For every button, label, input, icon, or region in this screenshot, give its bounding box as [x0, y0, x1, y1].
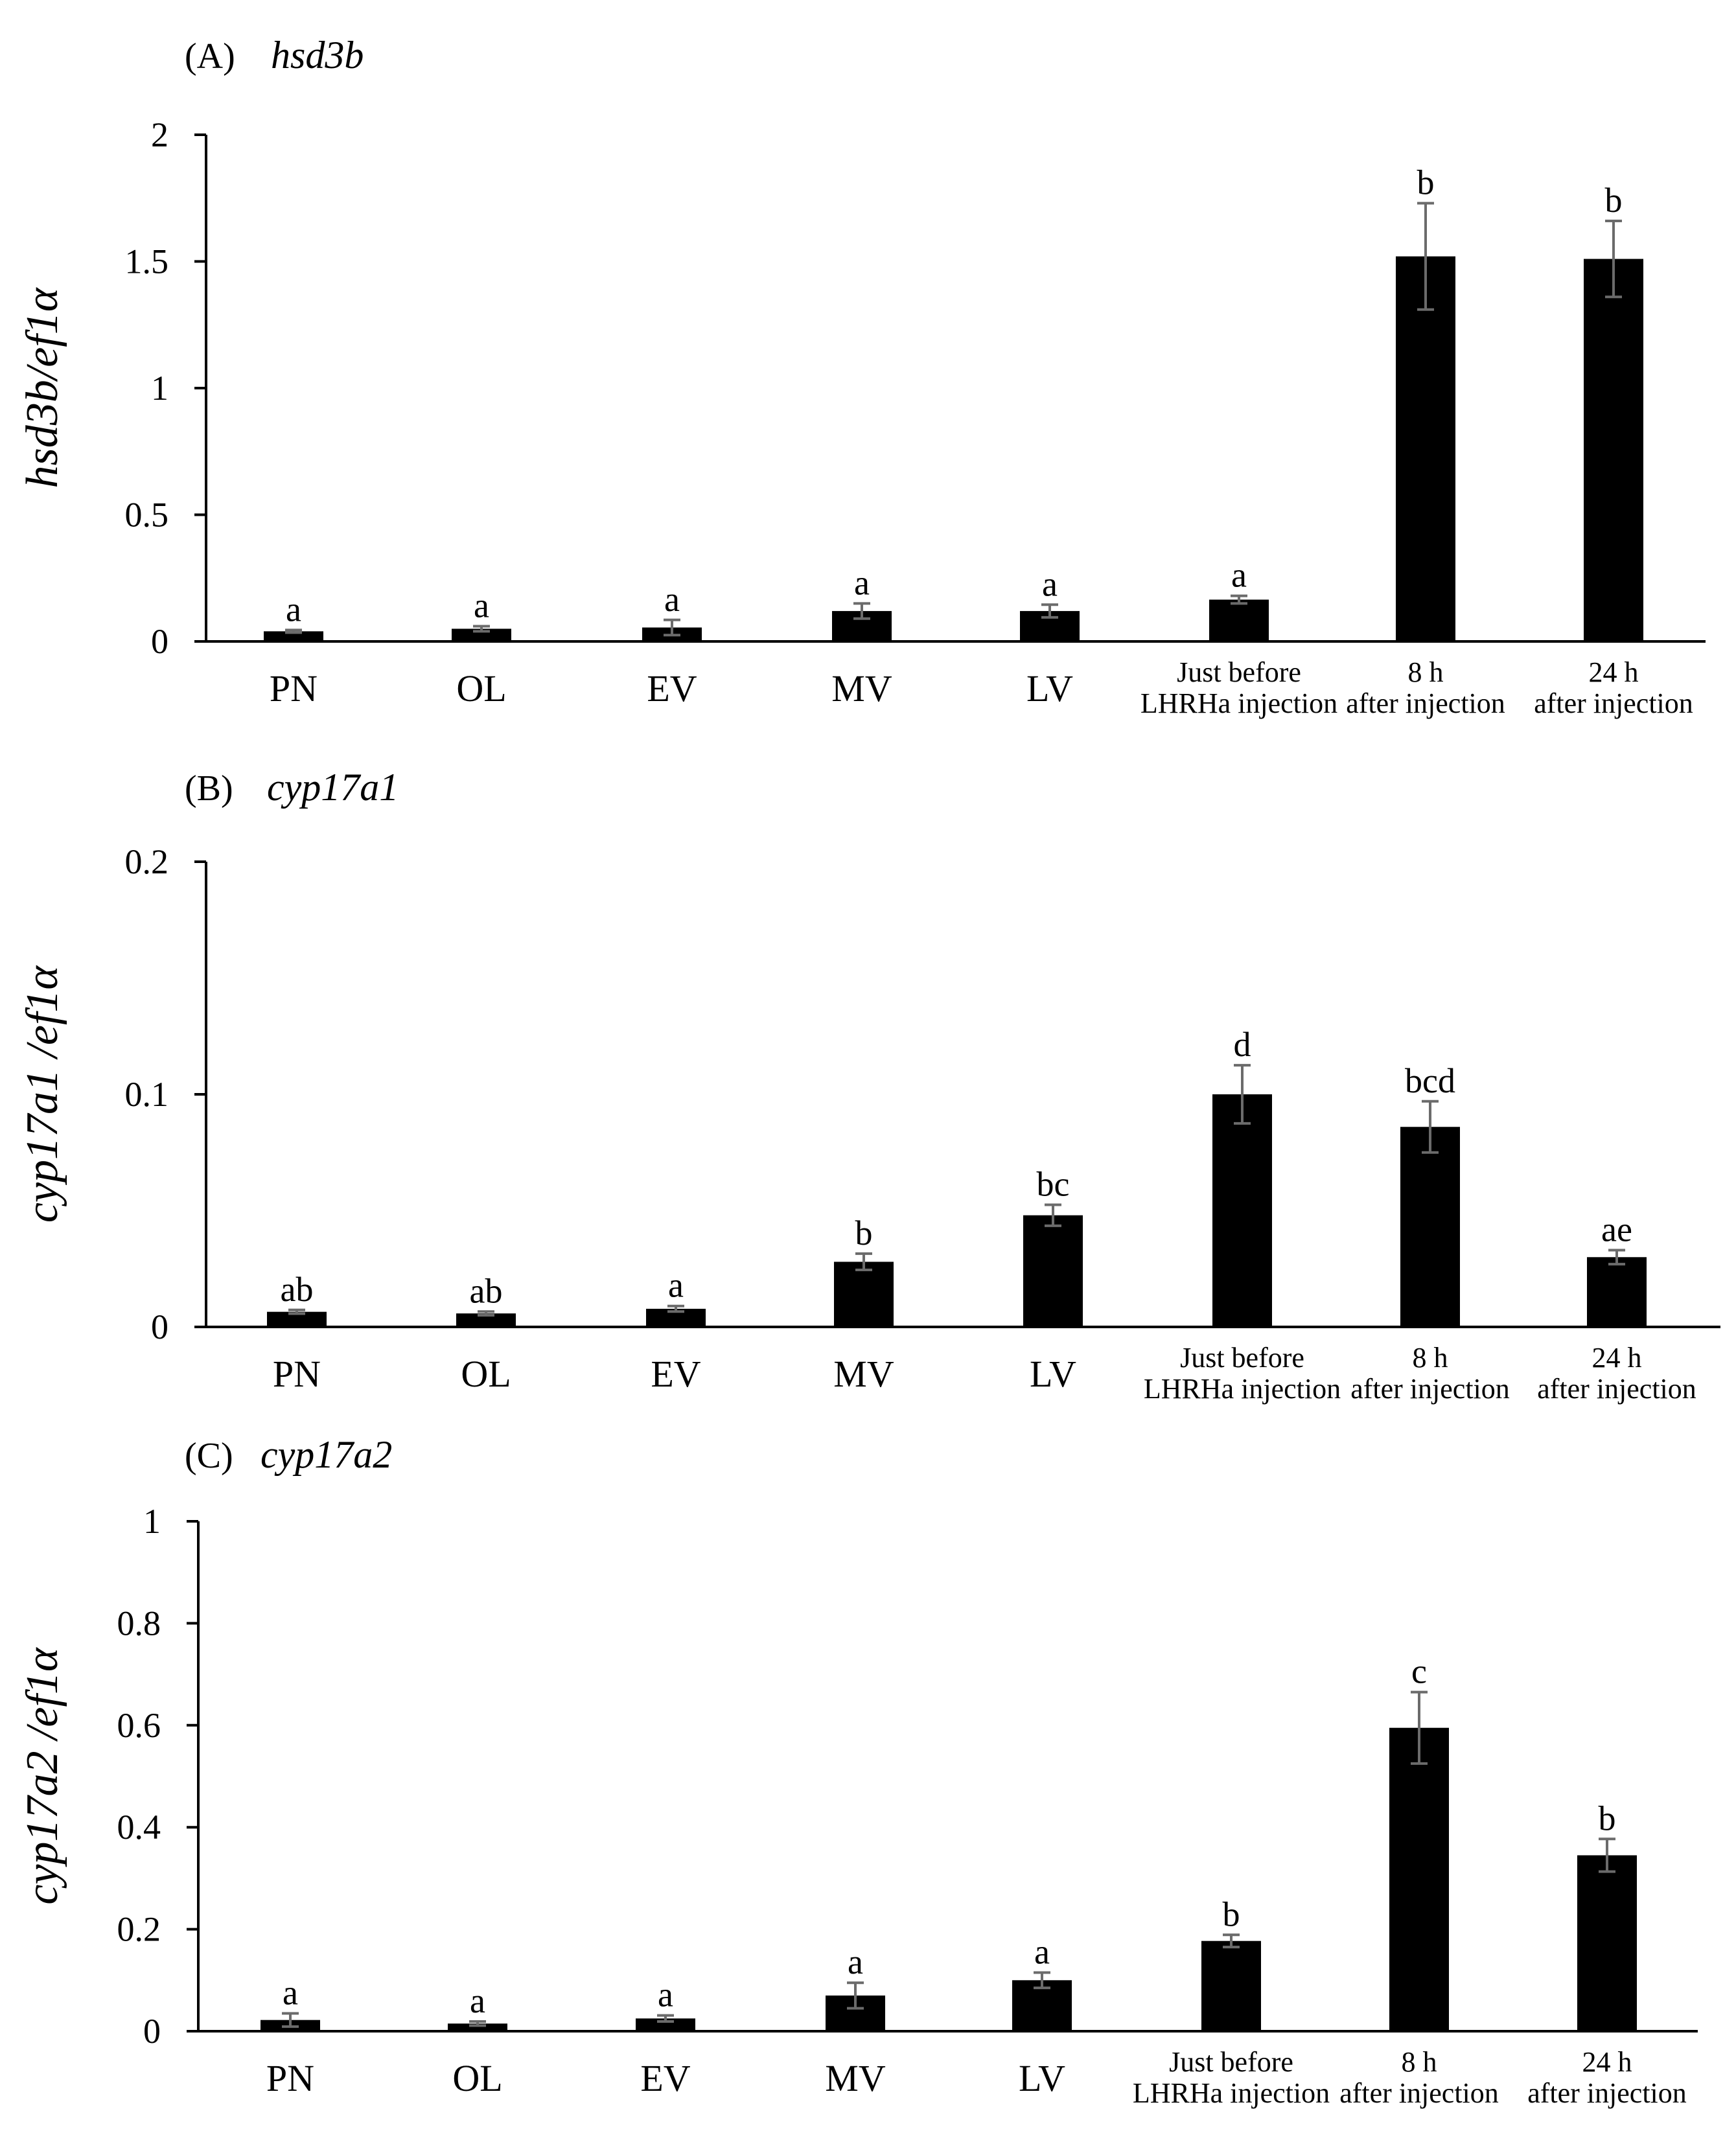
panel-letter: (A)	[185, 36, 235, 76]
bar	[1587, 1257, 1647, 1327]
bar	[636, 2018, 695, 2031]
significance-letter: bcd	[1405, 1061, 1455, 1100]
x-tick-label: LV	[1030, 1353, 1076, 1395]
y-tick-label: 1	[151, 369, 168, 408]
significance-letter: c	[1411, 1652, 1427, 1691]
significance-letter: a	[658, 1975, 673, 2014]
x-tick-label: 8 h after injection	[1350, 1342, 1510, 1405]
x-tick-label: 8 h after injection	[1346, 656, 1505, 719]
x-tick-label: OL	[456, 667, 506, 709]
bar	[1577, 1855, 1637, 2031]
x-tick-label: Just before LHRHa injection	[1133, 2046, 1330, 2109]
bar	[834, 1261, 894, 1327]
x-tick-label: 24 h after injection	[1537, 1342, 1696, 1405]
significance-letter: b	[855, 1214, 873, 1252]
bar	[1396, 256, 1455, 641]
x-tick-label: MV	[833, 1353, 894, 1395]
chart-panel-cyp17a2: (C) cyp17a2 cyp17a2 /ef1α 0 0.2 0.4 0.6 0.8 1 a PN…	[17, 1433, 1698, 2109]
x-tick-label: EV	[651, 1353, 700, 1395]
panel-gene-title: cyp17a1	[267, 766, 399, 809]
y-tick-label: 0.1	[125, 1075, 169, 1114]
significance-letter: b	[1605, 181, 1623, 220]
y-tick-label: 0	[151, 622, 168, 661]
panel-gene-title: cyp17a2	[260, 1433, 392, 1476]
y-tick-label: 0.5	[125, 496, 169, 535]
x-tick-label: MV	[831, 667, 892, 709]
panel-letter: (C)	[185, 1436, 233, 1476]
significance-letter: a	[1042, 564, 1058, 603]
y-tick-label: 0.8	[117, 1604, 161, 1642]
significance-letter: a	[286, 590, 301, 628]
bar	[1201, 1940, 1261, 2031]
x-tick-label: LV	[1026, 667, 1073, 709]
x-tick-label: EV	[647, 667, 697, 709]
bar	[264, 631, 323, 641]
bar	[456, 1313, 516, 1327]
significance-letter: b	[1223, 1894, 1240, 1933]
x-tick-label: PN	[266, 2057, 314, 2099]
x-tick-label: Just before LHRHa injection	[1140, 656, 1337, 719]
x-tick-label: OL	[452, 2057, 502, 2099]
x-tick-label: Just before LHRHa injection	[1144, 1342, 1341, 1405]
y-tick-label: 2	[151, 115, 168, 154]
significance-letter: a	[1034, 1932, 1050, 1971]
significance-letter: d	[1234, 1025, 1251, 1064]
y-axis-label: cyp17a2 /ef1α	[17, 1647, 67, 1905]
bar	[1389, 1727, 1449, 2031]
significance-letter: ae	[1601, 1210, 1632, 1249]
y-tick-label: 1	[143, 1502, 161, 1541]
y-tick-label: 0.2	[117, 1910, 161, 1949]
x-tick-label: 24 h after injection	[1534, 656, 1693, 719]
significance-letter: a	[1231, 556, 1247, 595]
y-tick-label: 0.2	[125, 842, 169, 881]
significance-letter: a	[668, 1266, 684, 1305]
x-tick-label: EV	[640, 2057, 690, 2099]
x-tick-label: LV	[1019, 2057, 1065, 2099]
x-tick-label: PN	[273, 1353, 321, 1395]
y-tick-label: 0	[143, 2012, 161, 2051]
chart-panel-hsd3b: (A) hsd3b hsd3b/ef1α 0 0.5 1 1.5 2 a PN a OL a EV a MV a…	[17, 34, 1706, 719]
significance-letter: b	[1417, 163, 1435, 202]
significance-letter: ab	[470, 1271, 503, 1310]
panel-gene-title: hsd3b	[271, 34, 364, 76]
significance-letter: bc	[1037, 1165, 1070, 1204]
y-axis-label: hsd3b/ef1α	[17, 287, 67, 488]
x-tick-label: MV	[825, 2057, 886, 2099]
significance-letter: a	[470, 1981, 485, 2020]
x-tick-label: 24 h after injection	[1527, 2046, 1687, 2109]
significance-letter: a	[283, 1973, 298, 2012]
y-tick-label: 1.5	[125, 242, 169, 281]
y-tick-label: 0.4	[117, 1808, 161, 1847]
significance-letter: a	[474, 586, 489, 625]
bar	[1400, 1127, 1460, 1327]
x-tick-label: OL	[461, 1353, 511, 1395]
x-tick-label: 8 h after injection	[1339, 2046, 1499, 2109]
y-axis-label: cyp17a1 /ef1α	[17, 965, 67, 1223]
chart-panel-cyp17a1: (B) cyp17a1 cyp17a1 /ef1α 0 0.1 0.2 ab PN ab OL a E…	[17, 766, 1720, 1405]
significance-letter: a	[854, 563, 870, 602]
bar	[1584, 259, 1643, 642]
significance-letter: ab	[281, 1270, 314, 1309]
bar	[1209, 599, 1269, 641]
significance-letter: a	[664, 580, 680, 619]
panel-letter: (B)	[185, 768, 233, 809]
y-tick-label: 0	[151, 1307, 168, 1346]
bar	[1023, 1215, 1083, 1327]
bar	[448, 2023, 507, 2031]
y-tick-label: 0.6	[117, 1706, 161, 1745]
significance-letter: b	[1599, 1799, 1616, 1837]
significance-letter: a	[848, 1942, 863, 1981]
x-tick-label: PN	[270, 667, 318, 709]
bar	[267, 1311, 327, 1327]
bar	[1212, 1094, 1272, 1327]
bar	[452, 628, 511, 641]
